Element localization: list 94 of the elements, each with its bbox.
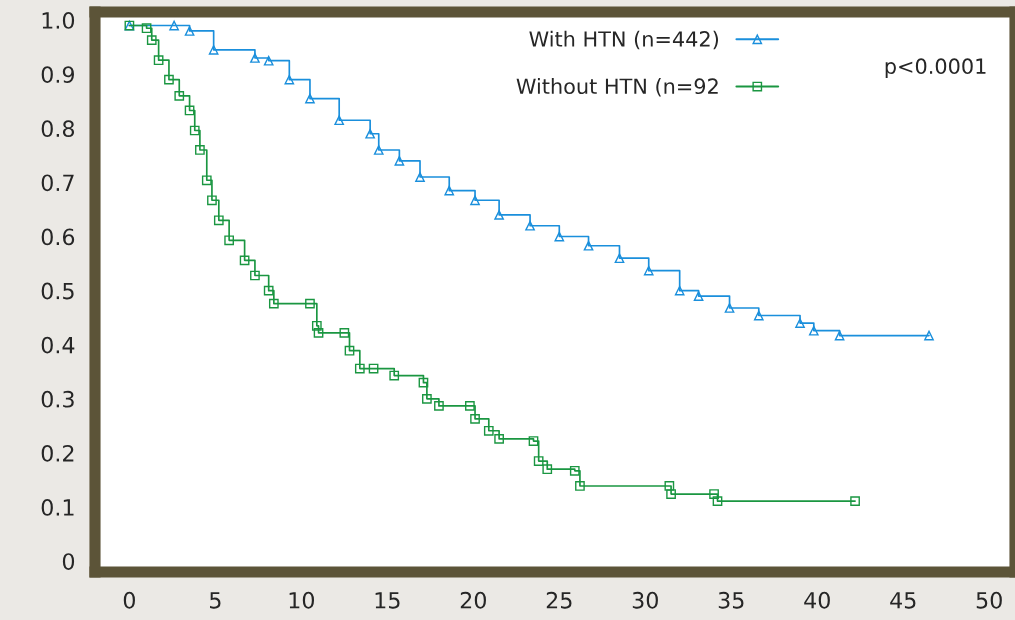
point xyxy=(666,489,676,499)
point xyxy=(311,320,322,331)
point xyxy=(184,105,195,116)
point xyxy=(195,145,205,155)
point xyxy=(753,310,764,321)
y-tick-label: 0.8 xyxy=(41,120,75,138)
point xyxy=(389,370,400,381)
point xyxy=(418,377,429,388)
point xyxy=(153,55,164,66)
point xyxy=(434,401,444,411)
point xyxy=(164,74,174,85)
point xyxy=(542,464,553,475)
x-tick-label: 45 xyxy=(890,592,916,609)
x-tick-label: 15 xyxy=(375,592,400,609)
point xyxy=(169,20,179,31)
point xyxy=(368,363,379,374)
point xyxy=(724,303,735,313)
point xyxy=(184,26,195,36)
point xyxy=(174,91,185,101)
point xyxy=(444,185,455,196)
point xyxy=(583,240,594,251)
x-tick-label: 20 xyxy=(460,591,486,609)
x-tick-label: 30 xyxy=(632,591,658,609)
point xyxy=(614,253,625,264)
point xyxy=(201,175,212,186)
point xyxy=(808,325,819,336)
point xyxy=(394,155,405,166)
point xyxy=(250,53,260,63)
point xyxy=(470,414,480,424)
point xyxy=(470,195,480,206)
point xyxy=(207,195,217,206)
point xyxy=(674,285,685,296)
point xyxy=(189,125,200,136)
point xyxy=(284,74,295,85)
y-tick-label: 0.2 xyxy=(41,444,74,462)
point xyxy=(494,434,504,444)
point xyxy=(494,210,504,220)
point xyxy=(239,255,250,266)
point xyxy=(643,265,654,276)
point xyxy=(525,220,535,231)
point xyxy=(533,456,544,466)
point xyxy=(354,363,365,374)
point xyxy=(339,327,350,338)
point xyxy=(712,496,723,506)
point xyxy=(208,45,219,55)
x-tick-label: 35 xyxy=(718,591,744,609)
point xyxy=(569,465,580,476)
point xyxy=(693,291,704,301)
y-tick-label: 0.4 xyxy=(41,336,75,354)
y-tick-label: 0.7 xyxy=(41,174,74,192)
point xyxy=(422,393,432,404)
y-tick-label: 0 xyxy=(62,553,75,570)
y-tick-label: 0.1 xyxy=(41,499,74,516)
annotation: p<0.0001 xyxy=(885,58,986,79)
point xyxy=(850,496,860,506)
point xyxy=(141,23,152,34)
point xyxy=(709,489,719,499)
point xyxy=(554,231,565,242)
x-tick-label: 50 xyxy=(976,591,1002,609)
point xyxy=(334,115,345,126)
y-tick-label: 1.0 xyxy=(42,12,75,29)
point xyxy=(146,35,157,45)
y-tick-label: 0.3 xyxy=(41,390,74,408)
y-tick-label: 0.5 xyxy=(41,282,74,300)
point xyxy=(924,330,934,341)
point xyxy=(373,145,384,155)
point xyxy=(483,425,494,436)
point xyxy=(344,345,355,356)
point xyxy=(305,298,315,309)
point xyxy=(224,235,234,246)
point xyxy=(834,330,845,341)
point xyxy=(263,285,274,296)
point xyxy=(268,298,279,309)
point xyxy=(305,93,315,104)
point xyxy=(795,318,805,328)
point xyxy=(250,270,260,281)
point xyxy=(365,128,376,139)
point xyxy=(213,215,224,226)
point xyxy=(313,327,324,338)
x-tick-label: 0 xyxy=(123,591,135,609)
legend-label: Without HTN (n=92 xyxy=(516,78,718,97)
x-tick-label: 25 xyxy=(546,591,572,609)
y-tick-label: 0.9 xyxy=(41,66,74,83)
x-tick-label: 5 xyxy=(210,592,221,609)
point xyxy=(263,55,274,66)
point xyxy=(528,436,539,446)
x-tick-label: 40 xyxy=(804,591,830,609)
x-tick-label: 10 xyxy=(289,591,315,609)
point xyxy=(415,172,425,182)
point xyxy=(664,481,675,491)
point xyxy=(465,401,475,411)
y-tick-label: 0.6 xyxy=(41,228,75,246)
point xyxy=(575,481,585,491)
legend-label: With HTN (n=442) xyxy=(529,30,719,50)
